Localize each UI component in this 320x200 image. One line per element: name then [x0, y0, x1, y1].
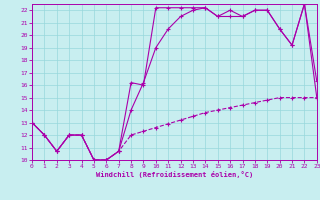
X-axis label: Windchill (Refroidissement éolien,°C): Windchill (Refroidissement éolien,°C): [96, 171, 253, 178]
